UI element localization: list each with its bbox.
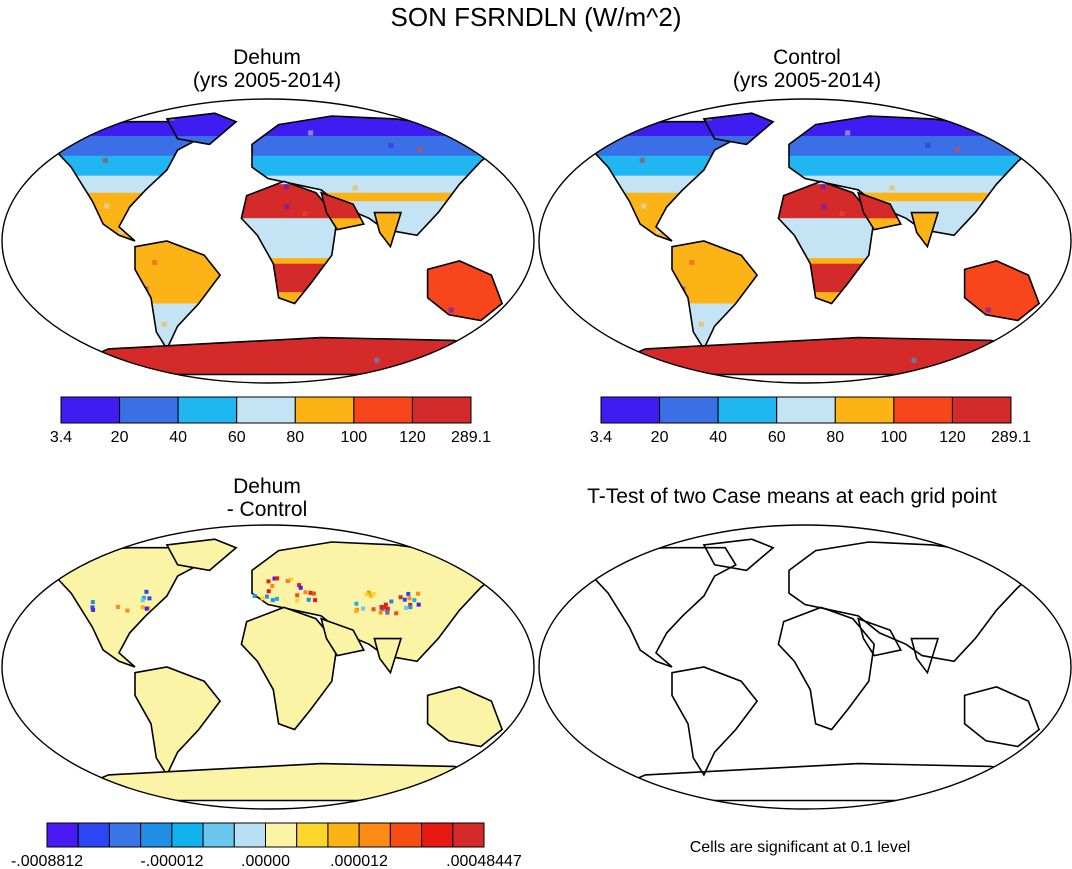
panel-title-dehum: Dehum (yrs 2005-2014) bbox=[32, 46, 502, 92]
panel-title-control: Control (yrs 2005-2014) bbox=[572, 46, 1042, 92]
colorbar-dehum: 3.4 20 40 60 80 100 120 289.1 bbox=[50, 396, 491, 446]
colorbar-swatch bbox=[389, 822, 423, 848]
panel-title-diff-line1: Dehum bbox=[233, 475, 301, 498]
figure-title: SON FSRNDLN (W/m^2) bbox=[390, 2, 682, 32]
colorbar-tick-label: -.000012 bbox=[140, 853, 203, 869]
colorbar-swatch bbox=[717, 396, 778, 424]
colorbar-tick-label: 20 bbox=[651, 429, 669, 446]
colorbar-tick-label: 60 bbox=[228, 429, 246, 446]
colorbar-swatch bbox=[893, 396, 953, 424]
colorbar-diff: -.0008812 -.000012 .00000 .000012 .00048447 bbox=[11, 822, 522, 869]
colorbar-swatch bbox=[265, 822, 298, 848]
colorbar-tick-label: 80 bbox=[286, 429, 304, 446]
colorbar-tick-label: .000012 bbox=[330, 853, 388, 869]
colorbar-tick-label: -.0008812 bbox=[11, 853, 83, 869]
colorbar-tick-label: 289.1 bbox=[451, 429, 491, 446]
colorbar-tick-label: 100 bbox=[881, 429, 908, 446]
colorbar-swatch bbox=[77, 822, 110, 848]
colorbar-tick-label: 60 bbox=[768, 429, 786, 446]
colorbar-swatch bbox=[46, 822, 79, 848]
map-diff bbox=[1, 524, 535, 810]
colorbar-tick-label: 3.4 bbox=[590, 429, 612, 446]
colorbar-swatch bbox=[951, 396, 1012, 424]
colorbar-swatch bbox=[327, 822, 360, 848]
colorbar-swatch bbox=[659, 396, 719, 424]
colorbar-swatch bbox=[233, 822, 267, 848]
colorbar-swatch bbox=[236, 396, 296, 424]
colorbar-tick-label: 80 bbox=[826, 429, 844, 446]
colorbar-swatch bbox=[202, 822, 235, 848]
colorbar-swatch bbox=[294, 396, 355, 424]
colorbar-tick-label: 120 bbox=[939, 429, 966, 446]
colorbar-swatch bbox=[140, 822, 173, 848]
ttest-note: Cells are significant at 0.1 level bbox=[689, 839, 911, 856]
colorbar-swatch bbox=[171, 822, 204, 848]
panel-title-control-line2: (yrs 2005-2014) bbox=[732, 69, 882, 92]
colorbar-tick-label: .00048447 bbox=[446, 853, 522, 869]
colorbar-swatch bbox=[177, 396, 238, 424]
panel-title-ttest: T-Test of two Case means at each grid po… bbox=[587, 485, 997, 508]
map-ttest bbox=[538, 524, 1072, 810]
colorbar-swatch bbox=[834, 396, 895, 424]
colorbar-swatch bbox=[421, 822, 454, 848]
colorbar-swatch bbox=[119, 396, 179, 424]
panel-title-dehum-line2: (yrs 2005-2014) bbox=[192, 69, 342, 92]
colorbar-swatch bbox=[358, 822, 391, 848]
colorbar-swatch bbox=[452, 822, 485, 848]
colorbar-swatch bbox=[353, 396, 413, 424]
colorbar-swatch bbox=[411, 396, 472, 424]
colorbar-tick-label: 40 bbox=[709, 429, 727, 446]
map-dehum bbox=[1, 98, 535, 384]
colorbar-swatch bbox=[600, 396, 661, 424]
colorbar-tick-label: 289.1 bbox=[991, 429, 1031, 446]
panel-title-diff: Dehum - Control bbox=[32, 475, 502, 521]
colorbar-swatch bbox=[776, 396, 836, 424]
colorbar-tick-label: 20 bbox=[111, 429, 129, 446]
colorbar-control: 3.4 20 40 60 80 100 120 289.1 bbox=[590, 396, 1031, 446]
colorbar-tick-label: 100 bbox=[341, 429, 368, 446]
colorbar-swatch bbox=[296, 822, 329, 848]
panel-title-control-line1: Control bbox=[773, 46, 841, 69]
colorbar-tick-label: 120 bbox=[399, 429, 426, 446]
colorbar-tick-label: 40 bbox=[169, 429, 187, 446]
panel-title-dehum-line1: Dehum bbox=[233, 46, 301, 69]
map-control bbox=[538, 98, 1072, 384]
colorbar-swatch bbox=[60, 396, 121, 424]
colorbar-tick-label: .00000 bbox=[241, 853, 290, 869]
panel-title-diff-line2: - Control bbox=[226, 498, 308, 521]
colorbar-swatch bbox=[108, 822, 142, 848]
colorbar-tick-label: 3.4 bbox=[50, 429, 72, 446]
